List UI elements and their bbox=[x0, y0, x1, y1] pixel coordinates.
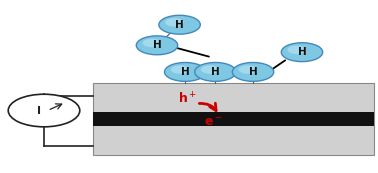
Circle shape bbox=[165, 18, 184, 27]
Text: H: H bbox=[211, 67, 220, 77]
Text: H: H bbox=[153, 40, 161, 50]
Text: I: I bbox=[37, 106, 42, 116]
FancyArrowPatch shape bbox=[199, 103, 216, 111]
Circle shape bbox=[143, 39, 161, 47]
Bar bbox=[93, 112, 373, 126]
Text: H: H bbox=[249, 67, 257, 77]
Circle shape bbox=[239, 65, 257, 74]
Text: e$^-$: e$^-$ bbox=[204, 116, 223, 129]
Text: H: H bbox=[175, 20, 184, 30]
Circle shape bbox=[288, 45, 306, 54]
Circle shape bbox=[171, 65, 189, 74]
Text: h$^+$: h$^+$ bbox=[178, 91, 197, 106]
Circle shape bbox=[164, 62, 206, 81]
Text: H: H bbox=[297, 47, 306, 57]
Circle shape bbox=[159, 15, 200, 34]
Circle shape bbox=[8, 94, 80, 127]
Text: H: H bbox=[181, 67, 190, 77]
Circle shape bbox=[201, 65, 220, 74]
Bar bbox=[93, 83, 373, 155]
Circle shape bbox=[281, 43, 323, 62]
Circle shape bbox=[195, 62, 236, 81]
Circle shape bbox=[136, 36, 178, 55]
Circle shape bbox=[232, 62, 274, 81]
